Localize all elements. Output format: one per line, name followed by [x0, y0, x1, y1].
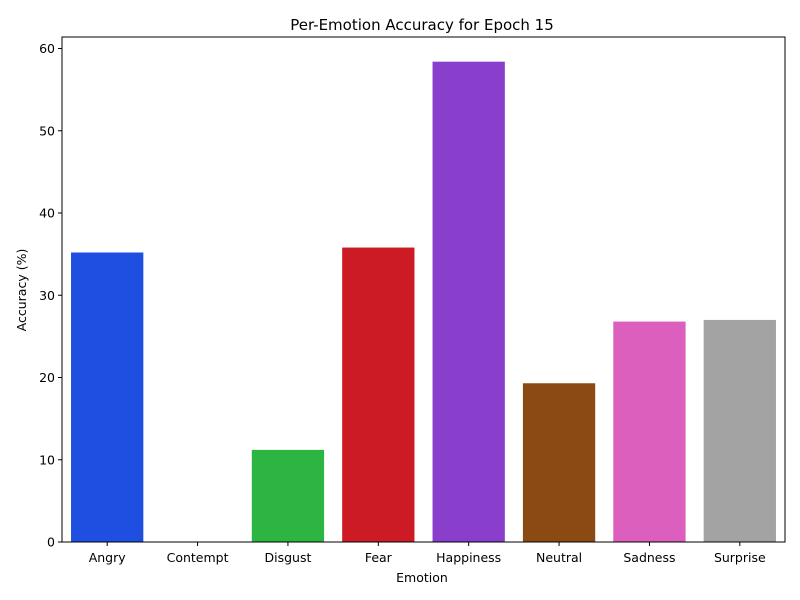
y-tick-label: 40 [39, 206, 55, 221]
plot-area: Angry Contempt Disgust Fear Happiness Neutral… [39, 36, 786, 565]
y-tick-label: 60 [39, 41, 55, 56]
x-tick-label: Neutral [536, 550, 582, 565]
x-tick-label: Contempt [167, 550, 229, 565]
bar-angry [71, 252, 144, 543]
bar-sadness [613, 321, 686, 542]
x-tick-label: Surprise [714, 550, 766, 565]
y-tick-label: 50 [39, 123, 55, 138]
x-tick-label: Sadness [623, 550, 675, 565]
bar-fear [342, 247, 415, 542]
plot-frame [61, 36, 786, 543]
bar-neutral [522, 383, 596, 542]
y-axis-label: Accuracy (%) [14, 249, 29, 332]
y-tick-label: 30 [39, 288, 55, 303]
bar-surprise [703, 319, 776, 542]
bar-happiness [432, 61, 505, 543]
x-tick-label: Angry [89, 550, 127, 565]
chart-title: Per-Emotion Accuracy for Epoch 15 [290, 16, 554, 34]
y-tick-label: 10 [39, 452, 55, 467]
x-tick-label: Fear [365, 550, 393, 565]
bar-disgust [251, 449, 325, 542]
y-tick-label: 0 [47, 535, 55, 550]
x-axis-label: Emotion [396, 570, 448, 585]
y-tick-label: 20 [39, 370, 55, 385]
x-tick-label: Disgust [264, 550, 311, 565]
x-tick-label: Happiness [436, 550, 501, 565]
